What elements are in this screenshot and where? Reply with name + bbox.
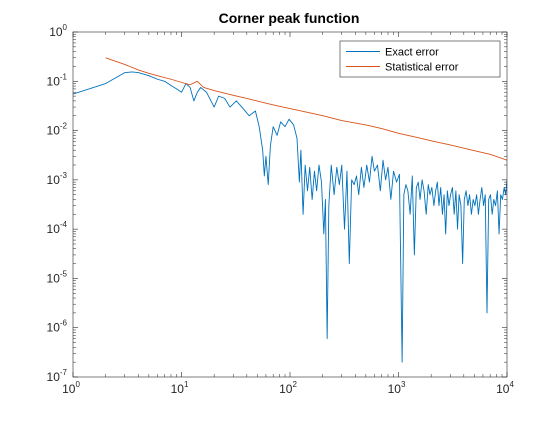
y-tick-label: 100 bbox=[49, 23, 67, 39]
x-tick-label: 103 bbox=[388, 380, 406, 396]
x-tick-label: 101 bbox=[171, 380, 189, 396]
series-layer bbox=[73, 57, 507, 363]
ticks-layer: 100 101 102 103 104 10-7 10-6 10-5 10-4 10-3 10-2 1… bbox=[47, 23, 515, 396]
x-tick-label: 104 bbox=[496, 380, 514, 396]
x-tick-label: 102 bbox=[279, 380, 297, 396]
y-tick-label: 10-1 bbox=[47, 72, 68, 88]
y-tick-label: 10-3 bbox=[47, 171, 68, 187]
legend-label-statistical-error: Statistical error bbox=[385, 62, 459, 74]
y-tick-label: 10-5 bbox=[47, 269, 68, 285]
legend-label-exact-error: Exact error bbox=[385, 47, 439, 59]
legend: Exact error Statistical error bbox=[339, 40, 501, 78]
legend-box bbox=[339, 40, 501, 78]
series-line-statistical-error bbox=[105, 57, 507, 161]
series-line-exact-error bbox=[73, 71, 507, 363]
y-tick-label: 10-4 bbox=[47, 220, 68, 236]
y-tick-label: 10-7 bbox=[47, 368, 68, 384]
plot-area: 100 101 102 103 104 10-7 10-6 10-5 10-4 10-3 10-2 1… bbox=[47, 23, 515, 396]
y-tick-label: 10-2 bbox=[47, 122, 68, 138]
chart-title: Corner peak function bbox=[219, 10, 360, 26]
x-tick-label: 100 bbox=[62, 380, 80, 396]
y-tick-label: 10-6 bbox=[47, 319, 68, 335]
axes-box bbox=[73, 32, 507, 377]
